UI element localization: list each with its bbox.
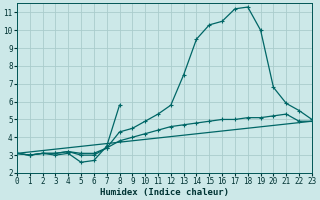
X-axis label: Humidex (Indice chaleur): Humidex (Indice chaleur) <box>100 188 229 197</box>
